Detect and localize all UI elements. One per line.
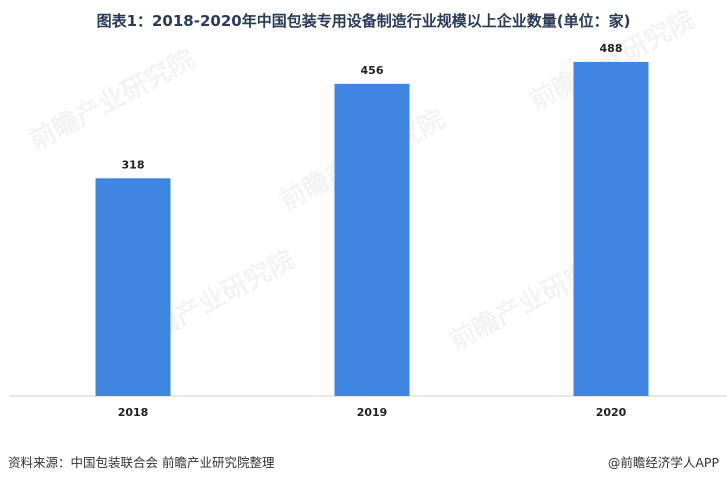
value-label-2019: 456 — [361, 64, 384, 77]
chart-title: 图表1：2018-2020年中国包装专用设备制造行业规模以上企业数量(单位：家) — [96, 12, 631, 30]
bar-2019 — [334, 83, 410, 397]
value-label-2020: 488 — [600, 42, 623, 55]
bar-2020 — [573, 61, 649, 397]
value-label-2018: 318 — [122, 158, 145, 171]
bars-group: 318 2018 456 2019 488 2020 — [95, 42, 649, 419]
bar-chart: 318 2018 456 2019 488 2020 — [10, 42, 727, 419]
x-tick-label-2018: 2018 — [118, 406, 149, 419]
brand-credit: @前瞻经济学人APP — [607, 455, 719, 470]
x-tick-label-2020: 2020 — [596, 406, 627, 419]
source-note: 资料来源：中国包装联合会 前瞻产业研究院整理 — [8, 455, 275, 470]
bar-2018 — [95, 178, 171, 396]
x-tick-label-2019: 2019 — [357, 406, 388, 419]
